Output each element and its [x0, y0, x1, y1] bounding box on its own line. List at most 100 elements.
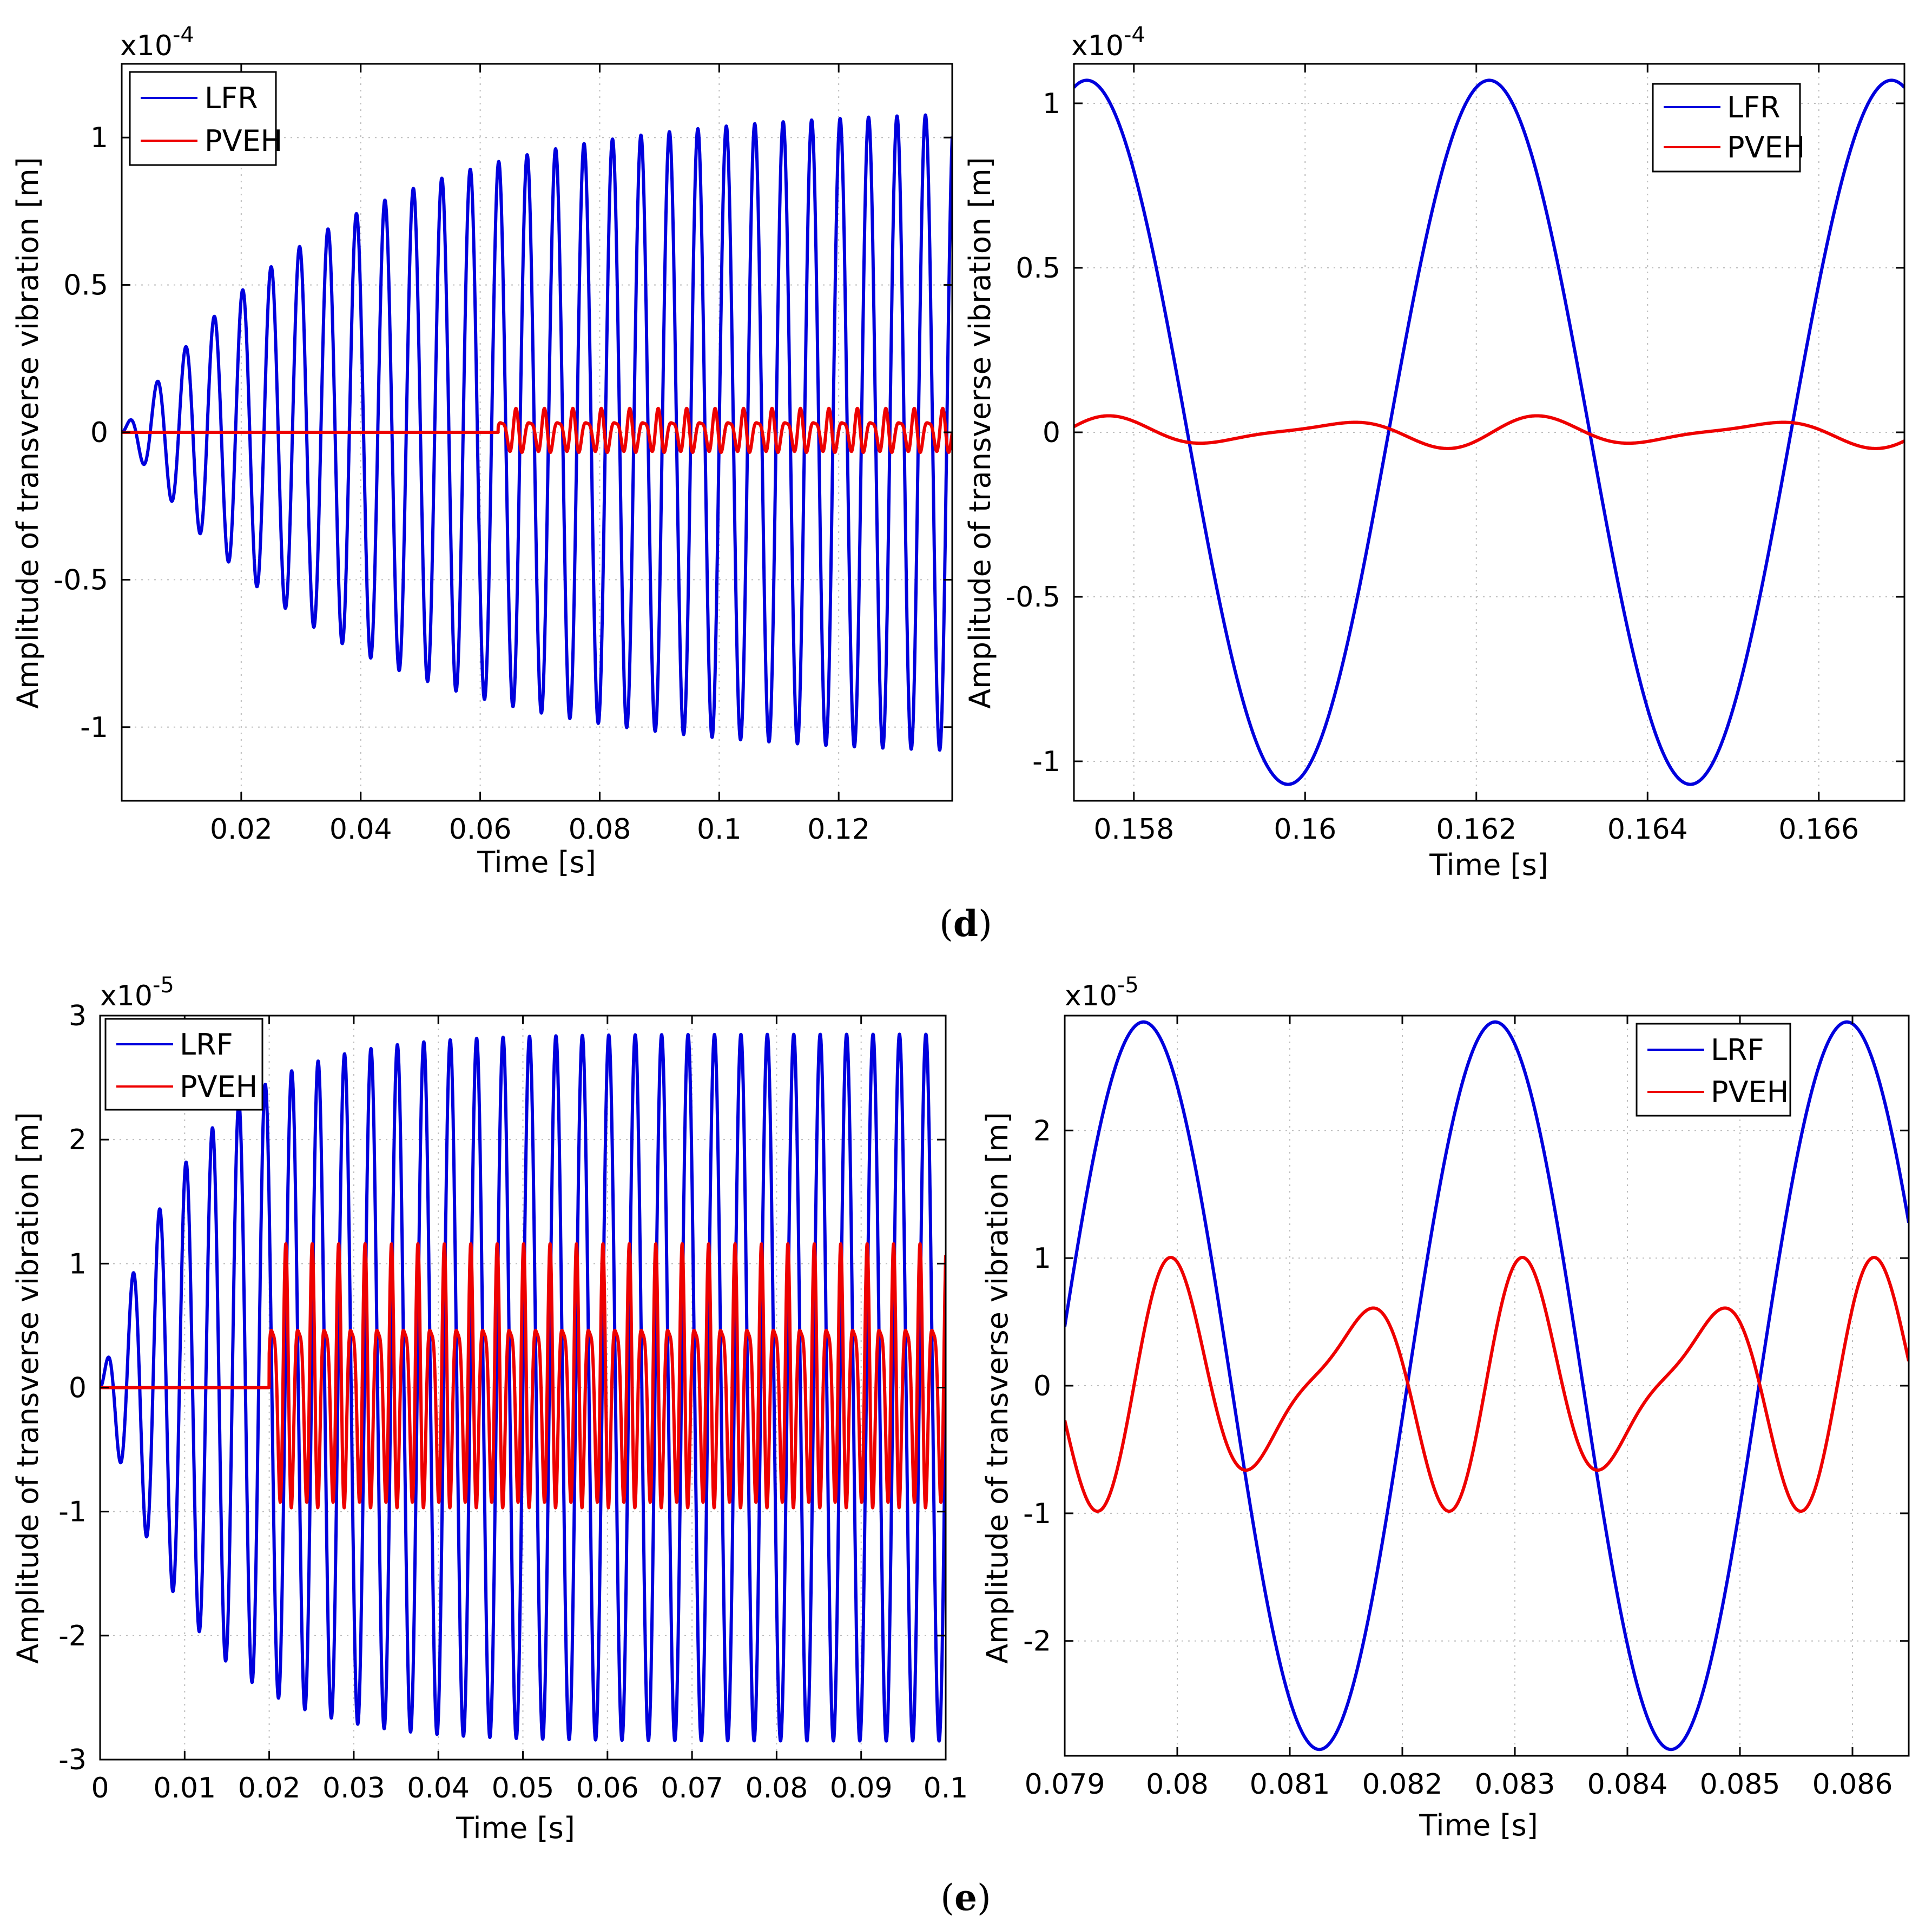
xtick-label: 0.05	[492, 1772, 555, 1805]
legend-label-lfr: LFR	[1727, 90, 1781, 124]
tick-marks	[1074, 64, 1904, 801]
xtick-label: 0.02	[210, 813, 273, 846]
y-multiplier: x10-5	[1065, 973, 1139, 1012]
xtick-label: 0.084	[1587, 1768, 1668, 1801]
ytick-label: 1	[69, 1248, 87, 1280]
xtick-label: 0.04	[329, 813, 392, 846]
series-lines	[100, 1032, 946, 1743]
tick-marks	[122, 64, 952, 801]
xtick-labels: 0 0.01 0.02 0.03 0.04 0.05 0.06 0.07 0.0…	[91, 1772, 968, 1805]
xtick-label: 0.085	[1700, 1768, 1781, 1801]
series-line-pveh	[1074, 414, 1904, 450]
xtick-label: 0.08	[746, 1772, 808, 1805]
series-line-lrf	[100, 1032, 946, 1743]
ytick-label: -1	[1023, 1498, 1051, 1530]
xtick-label: 0.06	[576, 1772, 639, 1805]
ytick-labels: -1 -0.5 0 0.5 1	[1006, 88, 1060, 778]
legend-box	[104, 1018, 263, 1111]
x-axis-label: Time [s]	[1429, 848, 1548, 882]
ytick-label: -1	[1032, 746, 1060, 778]
xtick-label: 0.1	[924, 1772, 968, 1805]
xtick-label: 0.02	[238, 1772, 301, 1805]
legend: LFR PVEH	[1652, 83, 1805, 173]
y-multiplier: x10-5	[100, 973, 174, 1012]
caption-d: (d)	[939, 903, 992, 945]
xtick-labels: 0.02 0.04 0.06 0.08 0.1 0.12	[210, 813, 870, 846]
plot-frame	[99, 1015, 947, 1761]
legend-box	[1636, 1023, 1791, 1117]
ytick-label: -2	[1023, 1625, 1051, 1658]
legend: LRF PVEH	[1636, 1023, 1791, 1117]
series-lines	[122, 113, 952, 752]
xtick-label: 0.162	[1436, 813, 1516, 846]
xtick-label: 0.04	[407, 1772, 470, 1805]
ytick-label: 0.5	[1016, 252, 1060, 285]
y-axis-label: Amplitude of transverse vibration [m]	[980, 1112, 1014, 1664]
xtick-labels: 0.158 0.16 0.162 0.164 0.166	[1093, 813, 1859, 846]
ytick-labels: -1 -0.5 0 0.5 1	[54, 122, 108, 744]
series-line-lfr	[122, 113, 952, 752]
y-axis-label: Amplitude of transverse vibration [m]	[963, 157, 997, 709]
x-axis-label: Time [s]	[456, 1811, 575, 1845]
series-lines	[1074, 78, 1904, 786]
ytick-label: 0	[90, 417, 108, 449]
ytick-label: 1	[90, 122, 108, 154]
plot-frame	[1064, 1015, 1910, 1757]
chart-panel-d-right: -1 -0.5 0 0.5 1 0.158 0.16 0.162 0.164 0…	[963, 23, 1905, 882]
xtick-label: 0.081	[1250, 1768, 1330, 1801]
series-line-pveh	[122, 406, 952, 454]
ytick-label: 1	[1043, 88, 1060, 120]
ytick-label: -1	[58, 1496, 87, 1529]
ytick-label: -0.5	[1006, 581, 1060, 614]
legend-label-lfr: LFR	[205, 81, 258, 115]
ytick-labels: -2 -1 0 1 2	[1023, 1115, 1051, 1657]
y-multiplier: x10-4	[120, 23, 194, 62]
plot-frame	[121, 63, 953, 802]
y-axis-label: Amplitude of transverse vibration [m]	[11, 157, 45, 709]
legend-label-pveh: PVEH	[180, 1070, 258, 1104]
ytick-label: -0.5	[54, 564, 108, 596]
ytick-label: 0	[1043, 417, 1060, 449]
ytick-label: 1	[1033, 1242, 1051, 1275]
y-multiplier: x10-4	[1071, 23, 1145, 62]
xtick-label: 0.06	[449, 813, 512, 846]
ytick-label: 0	[1033, 1370, 1051, 1402]
legend: LRF PVEH	[104, 1018, 263, 1111]
xtick-label: 0.03	[322, 1772, 385, 1805]
xtick-label: 0.086	[1812, 1768, 1893, 1801]
series-line-pveh	[100, 1242, 946, 1510]
xtick-label: 0.07	[661, 1772, 723, 1805]
legend-label-pveh: PVEH	[1727, 130, 1805, 164]
xtick-label: 0.01	[153, 1772, 216, 1805]
chart-panel-d-left: -1 -0.5 0 0.5 1 0.02 0.04 0.06 0.08 0.1 …	[11, 23, 953, 879]
plot-frame	[1073, 63, 1905, 802]
legend-box	[129, 71, 277, 166]
ytick-label: 3	[69, 1000, 87, 1032]
chart-panel-e-left: -3 -2 -1 0 1 2 3 0 0.01 0.02 0.03 0.04 0…	[11, 973, 968, 1845]
xtick-labels: 0.079 0.08 0.081 0.082 0.083 0.084 0.085…	[1025, 1768, 1893, 1801]
xtick-label: 0.1	[697, 813, 742, 846]
legend: LFR PVEH	[129, 71, 282, 166]
ytick-label: 0	[69, 1372, 87, 1405]
series-line-lfr	[1074, 78, 1904, 786]
xtick-label: 0.09	[830, 1772, 893, 1805]
ytick-label: -2	[58, 1620, 87, 1652]
xtick-label: 0.083	[1475, 1768, 1555, 1801]
chart-panel-e-right: -2 -1 0 1 2 0.079 0.08 0.081 0.082 0.083…	[980, 973, 1910, 1842]
xtick-label: 0.08	[1146, 1768, 1209, 1801]
caption-e: (e)	[940, 1876, 991, 1919]
series-lines	[1065, 1020, 1909, 1751]
xtick-label: 0.12	[807, 813, 870, 846]
ytick-labels: -3 -2 -1 0 1 2 3	[58, 1000, 87, 1776]
xtick-label: 0.08	[569, 813, 631, 846]
series-line-lrf	[1065, 1020, 1909, 1751]
xtick-label: 0.079	[1025, 1768, 1105, 1801]
xtick-label: 0.082	[1362, 1768, 1443, 1801]
xtick-label: 0.164	[1607, 813, 1688, 846]
tick-marks	[99, 1015, 947, 1761]
xtick-label: 0.158	[1093, 813, 1174, 846]
legend-label-lrf: LRF	[1711, 1033, 1764, 1067]
legend-label-pveh: PVEH	[205, 124, 282, 158]
ytick-label: 2	[69, 1124, 87, 1156]
